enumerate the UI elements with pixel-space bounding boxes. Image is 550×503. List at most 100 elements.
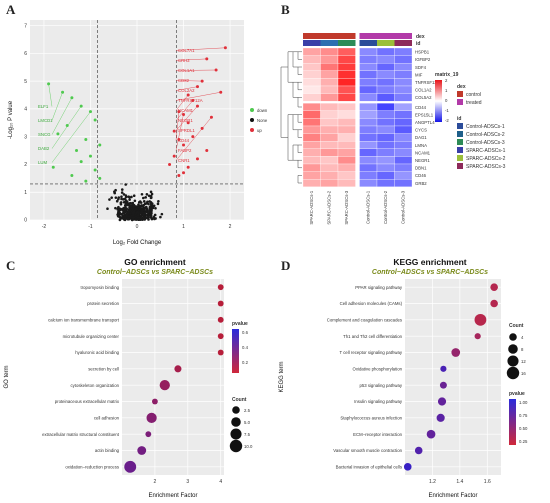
heatmap-id-swatch	[457, 123, 463, 129]
heatmap-colorbar-tick: 0	[445, 98, 448, 103]
heatmap-cell	[394, 55, 413, 64]
go-title: GO enrichment	[124, 257, 186, 267]
heatmap-gene-label: NEGR1	[415, 158, 430, 163]
go-point	[151, 398, 158, 405]
heatmap-dex-cell	[377, 33, 395, 39]
volcano-y-tick: 3	[24, 134, 27, 140]
volcano-label-leader	[51, 105, 82, 149]
heatmap-cell	[337, 93, 356, 102]
heatmap-dendro-branch	[297, 175, 302, 184]
heatmap-gene-label: HSPB1	[415, 50, 430, 55]
go-term-label: oxidation−reduction process	[65, 464, 119, 469]
volcano-point-none	[124, 199, 128, 202]
heatmap-cell	[302, 110, 321, 119]
kegg-count-tick: 16	[521, 371, 526, 376]
volcano-label-leader	[175, 94, 189, 111]
heatmap-id-swatch	[457, 163, 463, 169]
heatmap-column-label: Control-ADSCs-3	[401, 190, 406, 224]
kegg-count-tick: 12	[521, 359, 526, 364]
heatmap-cell	[359, 148, 378, 157]
heatmap-cell	[359, 55, 378, 64]
heatmap-dex-cell	[338, 33, 356, 39]
volcano-label-leader	[175, 100, 193, 121]
kegg-term-label: T cell receptor signaling pathway	[340, 350, 403, 355]
heatmap-cell	[359, 163, 378, 172]
heatmap-gene-label: EPS15L1	[415, 112, 434, 117]
volcano-up-label: CRH2	[178, 58, 190, 63]
heatmap-cell	[394, 85, 413, 94]
volcano-legend-label: up	[257, 128, 262, 133]
volcano-point-none	[132, 194, 136, 198]
heatmap-cell	[359, 133, 378, 142]
heatmap-cell	[376, 93, 395, 102]
volcano-point-none	[149, 214, 153, 217]
volcano-point-none	[123, 213, 127, 216]
heatmap-cell	[394, 70, 413, 79]
heatmap-dex-label: dex	[416, 34, 425, 40]
heatmap-dex-cell	[303, 33, 321, 39]
heatmap-cell	[302, 78, 321, 87]
heatmap-id-cell	[394, 40, 412, 46]
kegg-point	[414, 446, 423, 455]
volcano-point-none	[149, 190, 153, 194]
volcano-point-none	[135, 211, 138, 215]
go-count-tick: 10.0	[244, 444, 253, 449]
heatmap-cell	[302, 103, 321, 111]
heatmap-cell	[337, 70, 356, 79]
heatmap-id-swatch	[457, 155, 463, 161]
heatmap-id-cell	[320, 40, 338, 46]
heatmap-dex-swatch	[457, 99, 463, 105]
heatmap-cell	[320, 70, 339, 79]
volcano-legend-marker	[250, 118, 254, 122]
go-term-label: extracellular matrix structural constitu…	[42, 432, 120, 437]
heatmap-id-item: Control-ADSCs-2	[466, 132, 505, 138]
go-count-title: Count	[232, 397, 247, 403]
volcano-point-none	[159, 215, 162, 219]
panel-label-b: B	[281, 2, 290, 17]
heatmap-dex-item: control	[466, 92, 481, 98]
volcano-point-down	[51, 165, 55, 169]
heatmap-cell	[337, 148, 356, 157]
volcano-point-down	[93, 168, 97, 172]
kegg-pvalue-tick: 0.50	[519, 426, 528, 431]
go-count-tick: 7.5	[244, 432, 251, 437]
kegg-count-marker	[506, 366, 520, 380]
volcano-point-none	[148, 209, 151, 213]
go-plot-area	[122, 279, 224, 475]
volcano-points	[47, 46, 227, 222]
go-term-label: proteinaceous extracellular matrix	[55, 399, 120, 404]
volcano-up-label: FABP2	[178, 148, 192, 153]
heatmap-gene-label: CYCS	[415, 128, 427, 133]
heatmap-cell	[302, 179, 321, 187]
heatmap-id-cell	[377, 40, 395, 46]
heatmap-cell	[337, 179, 356, 187]
kegg-pvalue-tick: 1.00	[519, 400, 528, 405]
go-pvalue-colorbar	[232, 329, 239, 373]
heatmap-dex-cell	[320, 33, 338, 39]
volcano-down-label: DAB2	[38, 146, 50, 151]
heatmap-dendro-branch	[287, 51, 293, 83]
heatmap-cell	[302, 85, 321, 94]
volcano-y-tick: 1	[24, 190, 27, 196]
heatmap-dendro-branch	[297, 97, 302, 108]
go-enrichment-chart: GO enrichment Control−ADSCs vs SPARC−ADS…	[4, 257, 253, 499]
volcano-point-none	[122, 217, 126, 220]
volcano-point-none	[113, 191, 117, 195]
heatmap-cell	[320, 55, 339, 64]
heatmap-cell	[302, 125, 321, 134]
heatmap-dendro-branch	[297, 114, 302, 123]
volcano-point-up	[186, 165, 190, 169]
kegg-point	[440, 365, 447, 372]
heatmap-cell	[394, 63, 413, 71]
heatmap-colorbar-tick: -1	[445, 108, 449, 113]
volcano-label-leader	[175, 92, 221, 101]
volcano-down-label: LUM	[38, 160, 47, 165]
heatmap-dex-cell	[359, 33, 377, 39]
kegg-point	[437, 397, 447, 406]
kegg-pvalue-tick: 0.75	[519, 413, 528, 418]
volcano-point-none	[122, 193, 126, 196]
heatmap-cell	[359, 118, 378, 127]
go-pvalue-tick: 0.2	[242, 360, 249, 365]
volcano-point-none	[114, 188, 117, 192]
